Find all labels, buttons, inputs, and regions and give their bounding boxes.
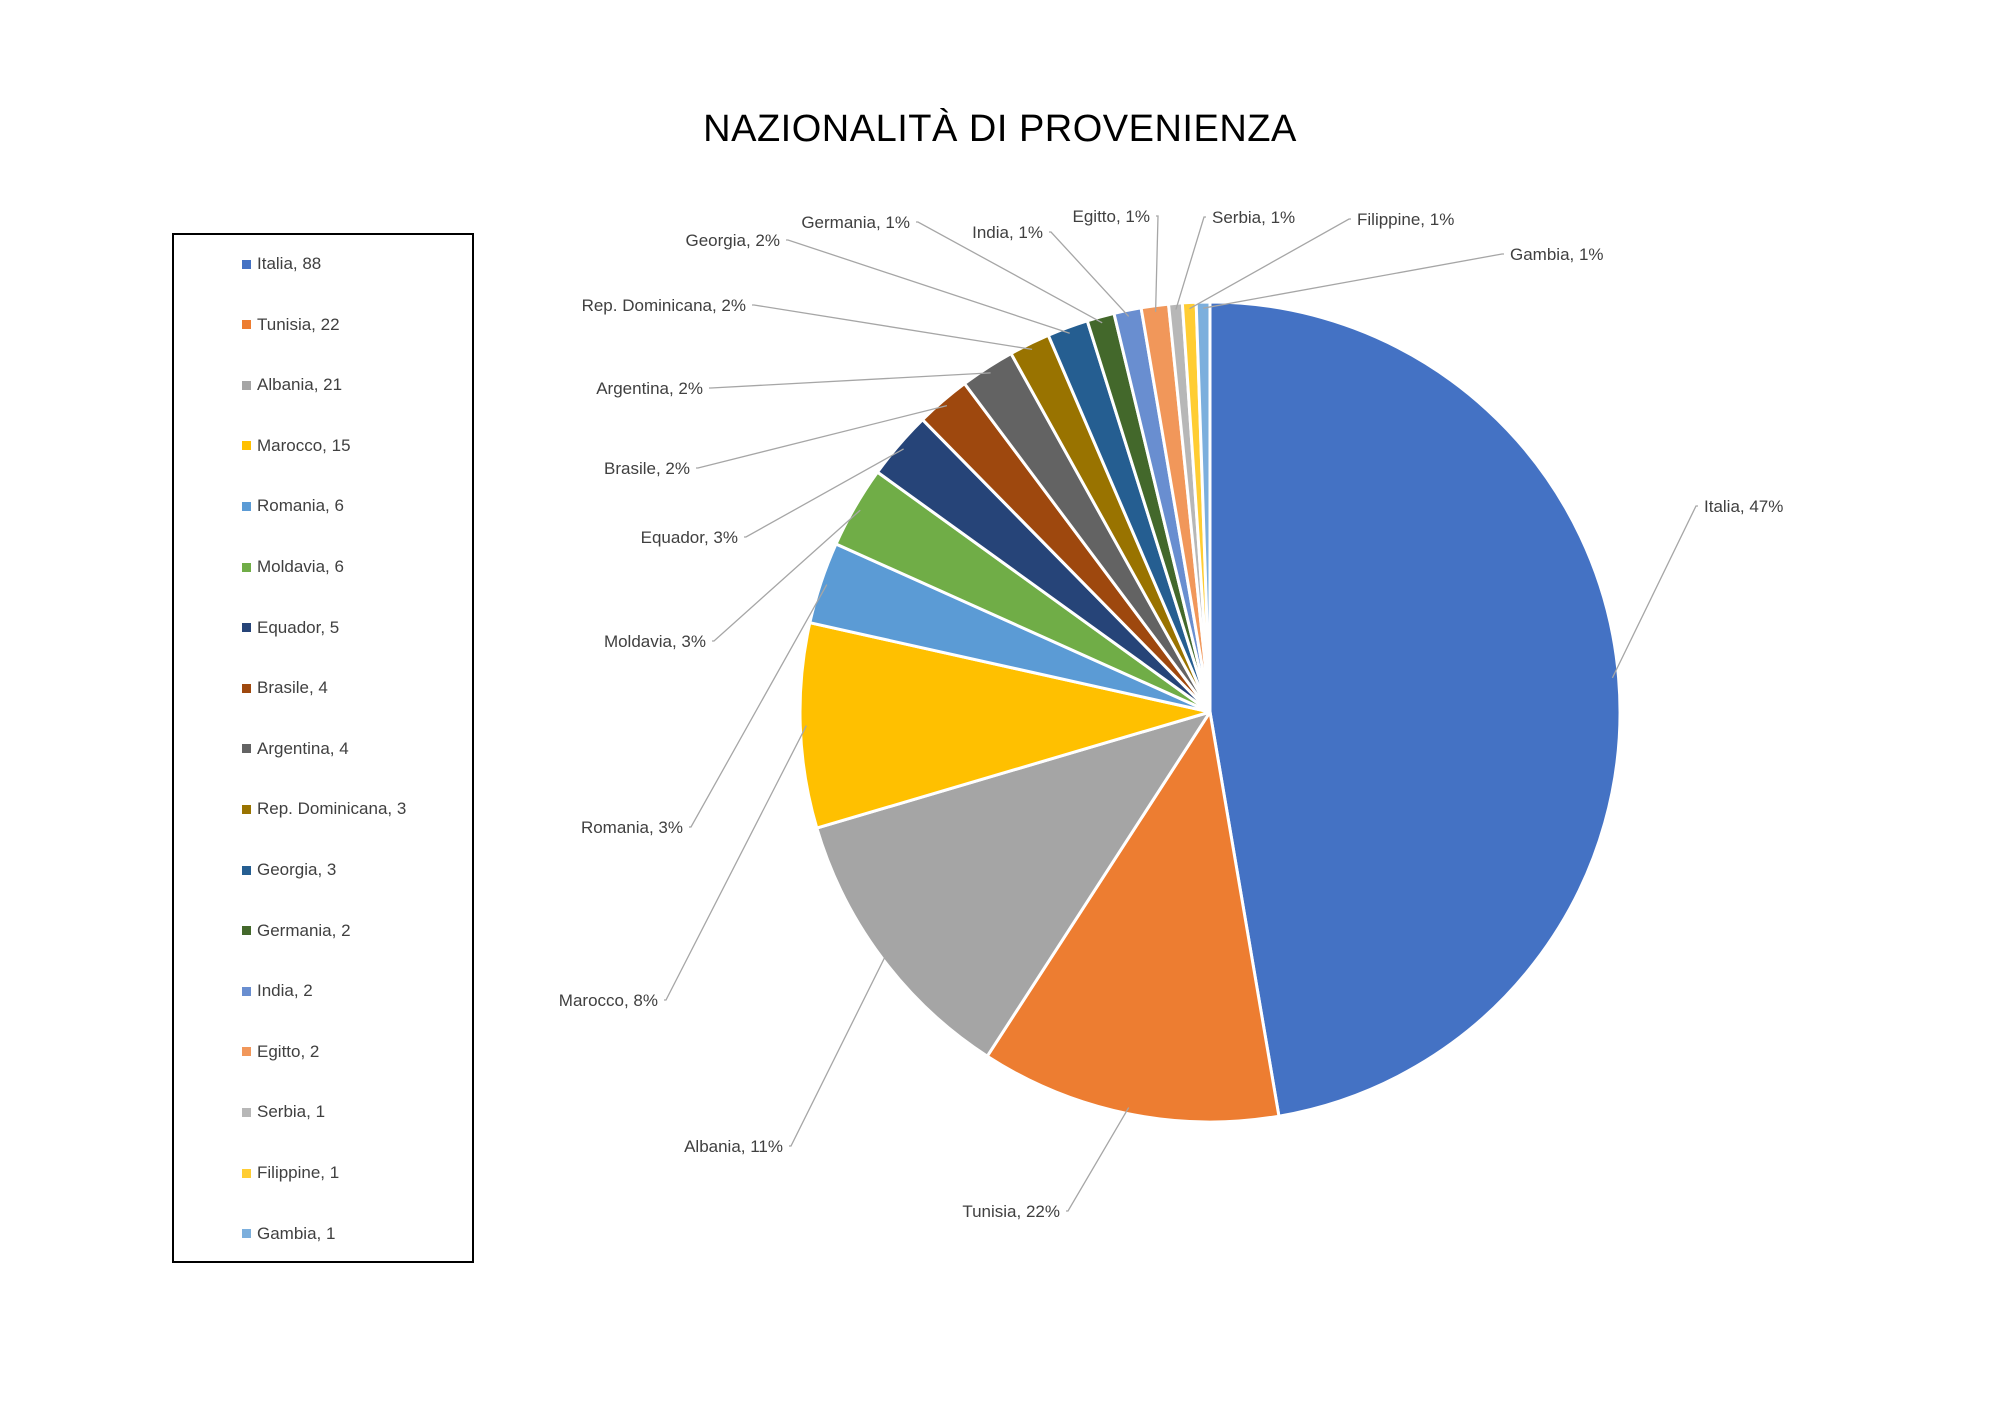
data-label: Germania, 1% xyxy=(801,213,910,232)
data-label: Egitto, 1% xyxy=(1073,207,1151,226)
leader-line xyxy=(744,448,904,538)
legend-label: Gambia, 1 xyxy=(257,1223,336,1243)
legend-swatch xyxy=(242,380,251,390)
legend-item: Tunisia, 22 xyxy=(242,313,340,337)
legend-label: Egitto, 2 xyxy=(257,1041,320,1061)
legend-label: Equador, 5 xyxy=(257,617,340,637)
data-label: Rep. Dominicana, 2% xyxy=(582,296,746,315)
legend-label: Filippine, 1 xyxy=(257,1163,340,1182)
data-label: Albania, 11% xyxy=(684,1137,783,1156)
chart-legend: Italia, 88 Tunisia, 22 Albania, 21 Marocco,… xyxy=(172,233,474,1263)
legend-item: Equador, 5 xyxy=(242,616,339,640)
legend-swatch xyxy=(242,1229,251,1239)
legend-swatch xyxy=(242,1047,251,1057)
legend-swatch xyxy=(242,441,251,451)
leader-line xyxy=(789,953,888,1147)
legend-swatch xyxy=(242,683,251,693)
legend-item: Filippine, 1 xyxy=(242,1161,339,1185)
legend-item: Moldavia, 6 xyxy=(242,555,344,579)
data-label: India, 1% xyxy=(972,223,1043,242)
data-label: Moldavia, 3% xyxy=(604,632,706,651)
legend-label: Italia, 88 xyxy=(257,254,322,273)
pie-slices xyxy=(798,300,1622,1124)
pie-slice-gambia xyxy=(1194,300,1212,714)
leader-line xyxy=(752,304,1033,351)
legend-label: Brasile, 4 xyxy=(257,678,328,698)
legend-item: Serbia, 1 xyxy=(242,1100,325,1124)
pie-slice-albania xyxy=(815,710,1212,1058)
legend-label: India, 2 xyxy=(257,981,313,1001)
data-label: Italia, 47% xyxy=(1704,497,1783,516)
legend-swatch xyxy=(242,562,251,572)
legend-label: Moldavia, 6 xyxy=(257,557,344,576)
pie-slice-italia xyxy=(1208,300,1622,1118)
legend-label: Serbia, 1 xyxy=(257,1102,326,1122)
legend-item: Georgia, 3 xyxy=(242,858,336,882)
legend-item: Germania, 2 xyxy=(242,919,351,943)
legend-label: Rep. Dominicana, 3 xyxy=(257,799,407,819)
pie-slice-marocco xyxy=(798,621,1212,830)
legend-item: Rep. Dominicana, 3 xyxy=(242,797,406,821)
legend-label: Marocco, 15 xyxy=(257,435,351,455)
legend-swatch xyxy=(242,744,251,754)
legend-item: Albania, 21 xyxy=(242,373,342,397)
data-label: Marocco, 8% xyxy=(559,991,658,1010)
data-label: Equador, 3% xyxy=(641,528,738,547)
legend-label: Germania, 2 xyxy=(257,920,351,940)
leader-line xyxy=(712,509,861,642)
data-label: Romania, 3% xyxy=(581,818,683,837)
leader-line xyxy=(689,584,828,828)
legend-label: Argentina, 4 xyxy=(257,738,349,758)
legend-swatch xyxy=(242,259,251,269)
legend-swatch xyxy=(242,1107,251,1117)
legend-swatch xyxy=(242,926,251,936)
legend-label: Albania, 21 xyxy=(257,375,343,395)
legend-item: Marocco, 15 xyxy=(242,434,351,458)
leader-line xyxy=(1611,505,1698,679)
legend-swatch xyxy=(242,1168,251,1178)
legend-item: India, 2 xyxy=(242,979,313,1003)
legend-item: Egitto, 2 xyxy=(242,1040,319,1064)
data-label: Filippine, 1% xyxy=(1357,210,1454,229)
legend-item: Romania, 6 xyxy=(242,494,344,518)
leader-line xyxy=(1049,231,1130,317)
data-label: Brasile, 2% xyxy=(604,459,690,478)
legend-swatch xyxy=(242,986,251,996)
pie-slice-tunisia xyxy=(985,710,1281,1124)
legend-swatch xyxy=(242,501,251,511)
leader-line xyxy=(916,221,1103,324)
leader-line xyxy=(786,239,1070,334)
legend-label: Tunisia, 22 xyxy=(257,314,340,334)
leader-line xyxy=(1154,215,1159,312)
legend-item: Italia, 88 xyxy=(242,252,321,276)
legend-item: Argentina, 4 xyxy=(242,737,349,761)
legend-swatch xyxy=(242,623,251,633)
legend-label: Romania, 6 xyxy=(257,496,344,516)
leader-lines xyxy=(664,215,1698,1212)
leader-line xyxy=(1189,218,1351,310)
data-labels: Italia, 47% Tunisia, 22% Albania, 11% Maroc… xyxy=(559,207,1784,1221)
leader-line xyxy=(1203,253,1504,309)
data-label: Tunisia, 22% xyxy=(962,1202,1060,1221)
legend-label: Georgia, 3 xyxy=(257,860,337,879)
legend-item: Gambia, 1 xyxy=(242,1222,335,1246)
legend-swatch xyxy=(242,804,251,814)
leader-line xyxy=(664,725,807,1001)
legend-swatch xyxy=(242,865,251,875)
data-label: Argentina, 2% xyxy=(596,379,703,398)
leader-line xyxy=(709,372,991,389)
legend-swatch xyxy=(242,320,251,330)
leader-line xyxy=(1175,216,1206,310)
legend-item: Brasile, 4 xyxy=(242,676,328,700)
data-label: Serbia, 1% xyxy=(1212,208,1295,227)
data-label: Gambia, 1% xyxy=(1510,245,1604,264)
leader-line xyxy=(1066,1107,1130,1212)
leader-line xyxy=(696,404,948,469)
chart-title: NAZIONALITÀ DI PROVENIENZA xyxy=(703,108,1297,150)
data-label: Georgia, 2% xyxy=(686,231,781,250)
